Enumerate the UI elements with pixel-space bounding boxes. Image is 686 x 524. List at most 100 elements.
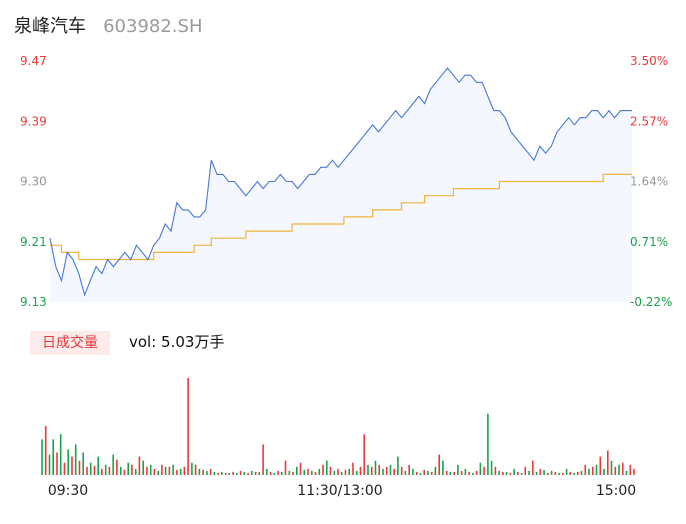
volume-bar [464,468,467,475]
volume-bars [41,378,635,475]
volume-bar [299,462,302,475]
volume-bar [104,464,107,475]
volume-bar [498,470,500,475]
volume-bar [179,468,182,475]
volume-bar [149,464,152,475]
volume-bar [142,460,144,475]
volume-bar [247,473,249,475]
volume-bar [191,462,193,475]
volume-bar [296,466,298,475]
volume-bar [457,464,459,475]
volume-bar [415,471,418,475]
volume-bar [554,471,557,475]
volume-bar [535,471,538,475]
volume-bar [427,470,429,475]
volume-bar [490,460,493,475]
volume-bar [146,466,148,475]
volume-bar [194,464,197,475]
volume-bar [599,456,602,475]
volume-bar [228,473,231,475]
volume-bar [292,471,294,475]
volume-bar [625,470,628,475]
volume-bar [224,473,227,475]
volume-bar [86,466,88,475]
volume-total: vol: 5.03万手 [129,333,225,351]
volume-bar [622,462,624,475]
volume-bar [419,473,422,475]
volume-bar [505,471,508,475]
volume-bar [89,462,92,475]
volume-bar [363,434,365,475]
volume-bar [329,466,332,475]
volume-bar [97,456,99,475]
volume-bar [172,464,174,475]
volume-bar [101,468,103,475]
volume-bar [239,470,242,475]
volume-bar [449,471,452,475]
volume-bar [314,471,317,475]
volume-bar [258,471,261,475]
volume-bar [400,466,403,475]
volume-bar [393,468,395,475]
time-tick-label: 11:30/13:00 [297,483,382,499]
volume-bar [408,464,410,475]
volume-bar [404,470,407,475]
volume-bar [389,464,392,475]
volume-bar [127,462,129,475]
volume-bar [78,460,81,475]
volume-tab[interactable]: 日成交量 [30,331,110,355]
volume-bar [524,466,527,475]
volume-bar [74,444,77,475]
volume-bar [134,468,137,475]
volume-bar [610,460,613,475]
volume-bar [243,471,246,475]
volume-bar [483,466,485,475]
price-area-fill [50,68,632,302]
price-tick-label: 9.21 [20,235,47,249]
volume-bar [517,471,519,475]
volume-bar [479,462,482,475]
volume-bar [251,470,253,475]
volume-bar [595,464,598,475]
volume-bar [138,456,141,475]
volume-bar [344,469,347,475]
volume-bar [119,466,122,475]
volume-bar [580,470,583,475]
volume-bar [618,464,620,475]
price-tick-label: 9.47 [20,54,47,68]
volume-bar [412,468,414,475]
volume-bar [41,439,43,475]
volume-bar [374,460,377,475]
volume-bar [629,464,632,475]
volume-bar [254,471,257,475]
volume-bar [367,464,369,475]
volume-bar [213,471,216,475]
average-price-line [50,173,632,261]
volume-bar [112,454,114,475]
volume-bar [359,466,362,475]
volume-bar [202,469,204,475]
volume-bar [56,452,58,475]
volume-bar [502,471,504,475]
volume-bar [157,470,159,475]
volume-bar [423,469,425,475]
volume-bar [614,466,617,475]
volume-bar [472,473,474,475]
volume-bar [607,450,609,475]
volume-bar [67,449,69,475]
volume-bar [577,471,579,475]
volume-bar [370,466,373,475]
volume-bar [539,468,542,475]
volume-bar [273,473,276,475]
volume-bar [108,466,111,475]
volume-bar [311,470,313,475]
volume-bar [131,464,133,475]
volume-bar [326,460,328,475]
volume-bar [198,468,201,475]
volume-bar [59,434,62,475]
volume-bar [337,468,339,475]
volume-bar [303,469,306,475]
volume-bar [588,468,590,475]
volume-bar [44,426,47,475]
